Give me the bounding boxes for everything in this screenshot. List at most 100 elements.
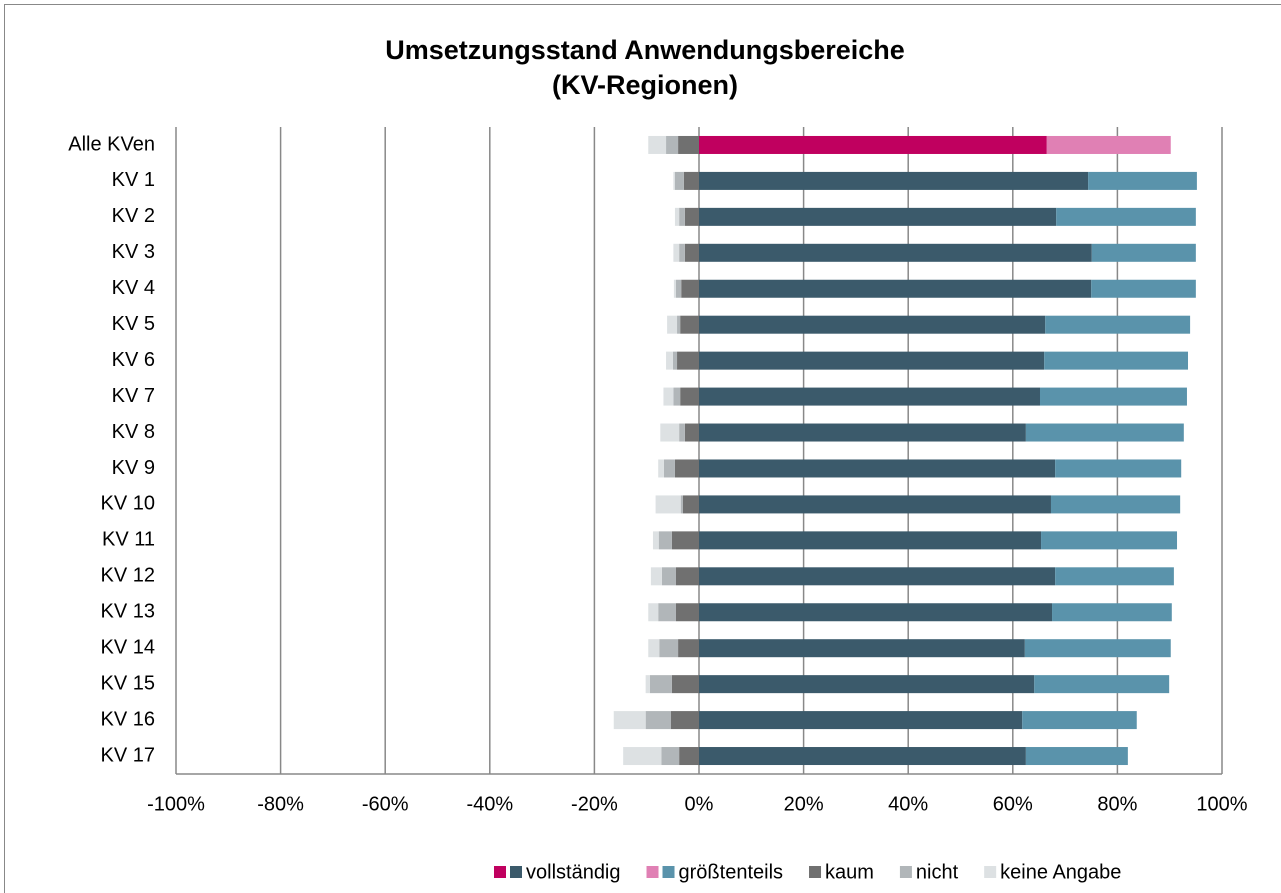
y-tick-label: KV 11	[102, 529, 155, 551]
y-tick-label: KV 14	[101, 636, 155, 658]
x-tick-label: 100%	[1196, 793, 1247, 815]
bar-segment	[699, 171, 1089, 190]
legend-label: keine Angabe	[1000, 861, 1121, 883]
bar-segment	[1088, 171, 1197, 190]
bar-segment	[658, 531, 672, 550]
x-tick-label: -80%	[257, 793, 304, 815]
bar-segment	[1091, 243, 1196, 262]
x-tick-label: 80%	[1097, 793, 1137, 815]
x-tick-label: 20%	[784, 793, 824, 815]
bar-segment	[699, 495, 1051, 514]
bar-segment	[1055, 567, 1174, 586]
bar-segment	[684, 243, 699, 262]
x-tick-label: 40%	[888, 793, 928, 815]
bar-segment	[699, 747, 1026, 766]
legend-swatch	[984, 866, 997, 878]
legend-label: kaum	[825, 861, 874, 883]
bar-segment	[655, 495, 681, 514]
bar-segment	[1050, 495, 1181, 514]
y-tick-label: KV 17	[101, 744, 155, 766]
bar-segment	[699, 243, 1092, 262]
bar-segment	[680, 387, 699, 406]
bar-segment	[1044, 351, 1189, 370]
bar-segment	[699, 315, 1046, 334]
legend-swatch	[662, 866, 675, 878]
x-tick-label: -20%	[571, 793, 618, 815]
bar-segment	[648, 639, 660, 658]
bar-segment	[671, 675, 699, 694]
y-tick-label: KV 9	[112, 457, 155, 479]
bar-segment	[1052, 603, 1172, 622]
bar-segment	[673, 243, 680, 262]
y-tick-label: KV 15	[101, 672, 155, 694]
bar-segment	[661, 567, 676, 586]
y-tick-label: KV 1	[112, 169, 155, 191]
bar-segment	[675, 603, 699, 622]
bar-segment	[678, 639, 699, 658]
y-tick-label: KV 12	[101, 565, 155, 587]
chart-title: (KV-Regionen)	[552, 70, 738, 100]
bar-segment	[1056, 207, 1196, 226]
bar-segment	[648, 135, 667, 154]
bar-segment	[699, 675, 1035, 694]
bar-segment	[680, 495, 683, 514]
bar-segment	[677, 315, 681, 334]
bar-segment	[659, 639, 679, 658]
x-tick-label: 60%	[993, 793, 1033, 815]
bar-segment	[648, 603, 659, 622]
y-tick-label: KV 13	[101, 601, 155, 623]
bar-segment	[1046, 135, 1171, 154]
bar-segment	[699, 207, 1057, 226]
x-tick-label: -40%	[466, 793, 513, 815]
legend-swatch	[510, 866, 522, 878]
y-tick-label: KV 8	[112, 421, 155, 443]
x-tick-label: 0%	[685, 793, 714, 815]
bar-segment	[670, 711, 699, 730]
bar-segment	[699, 387, 1040, 406]
bar-segment	[1039, 387, 1187, 406]
bar-segment	[652, 531, 659, 550]
bar-segment	[699, 639, 1025, 658]
y-tick-label: KV 7	[112, 385, 155, 407]
bar-segment	[623, 747, 662, 766]
bar-segment	[663, 387, 674, 406]
bar-segment	[1022, 711, 1137, 730]
bar-segment	[613, 711, 646, 730]
bar-segment	[679, 747, 699, 766]
bar-segment	[1034, 675, 1170, 694]
bar-segment	[680, 315, 699, 334]
bar-segment	[660, 423, 680, 442]
bar-segment	[677, 351, 699, 370]
bar-segment	[699, 459, 1056, 478]
y-tick-label: Alle KVen	[68, 133, 155, 155]
x-tick-label: -60%	[362, 793, 409, 815]
bar-segment	[673, 387, 681, 406]
bar-segment	[683, 171, 699, 190]
bar-segment	[679, 207, 685, 226]
bar-segment	[663, 459, 675, 478]
bar-segment	[671, 531, 699, 550]
y-tick-label: KV 16	[101, 708, 155, 730]
bar-segment	[699, 531, 1042, 550]
bar-segment	[679, 423, 685, 442]
legend-label: nicht	[916, 861, 959, 883]
bar-segment	[699, 279, 1092, 298]
bar-segment	[673, 171, 675, 190]
bar-segment	[645, 675, 650, 694]
y-tick-label: KV 6	[112, 349, 155, 371]
bar-segment	[661, 747, 680, 766]
bar-segment	[645, 711, 671, 730]
bar-segment	[1024, 639, 1171, 658]
bar-segment	[699, 135, 1047, 154]
bar-segment	[658, 459, 664, 478]
bar-segment	[682, 495, 699, 514]
bar-segment	[699, 423, 1026, 442]
legend-swatch	[494, 866, 506, 878]
legend-swatch	[646, 866, 659, 878]
bar-segment	[666, 135, 679, 154]
bar-segment	[681, 279, 699, 298]
chart-title: Umsetzungsstand Anwendungsbereiche	[385, 35, 905, 65]
bar-segment	[666, 351, 673, 370]
bar-segment	[673, 279, 676, 298]
